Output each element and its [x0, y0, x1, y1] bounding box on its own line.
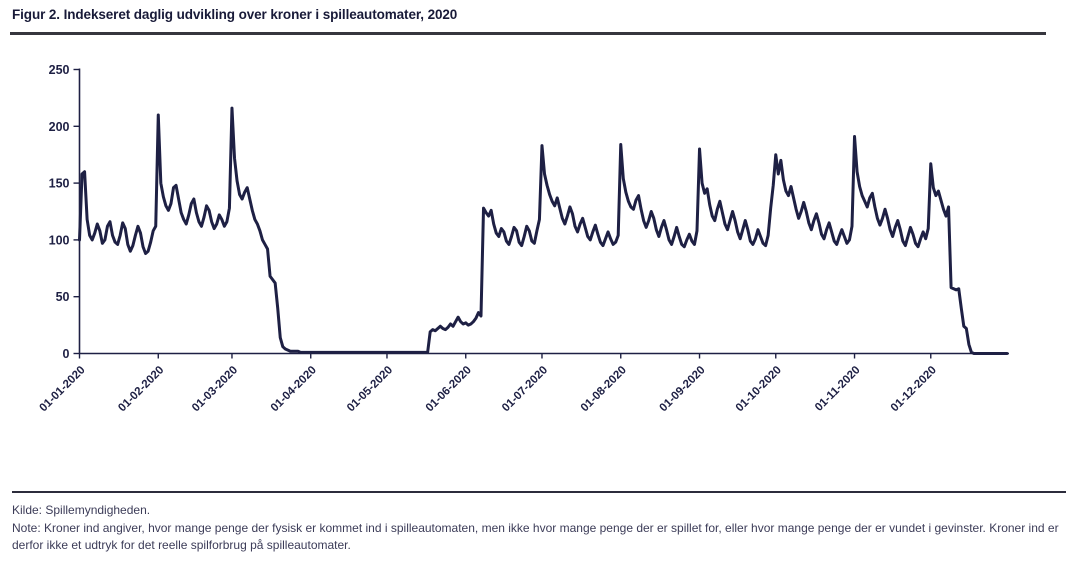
x-tick-label: 01-03-2020 — [190, 364, 240, 414]
x-tick-label: 01-02-2020 — [116, 364, 166, 414]
x-tick-label: 01-01-2020 — [38, 364, 88, 414]
x-tick-label: 01-09-2020 — [658, 364, 708, 414]
x-tick-label: 01-05-2020 — [345, 364, 395, 414]
footer-divider — [12, 491, 1066, 493]
y-tick-label: 100 — [49, 233, 70, 247]
x-tick-label: 01-07-2020 — [500, 364, 550, 414]
y-tick-label: 200 — [49, 120, 70, 134]
x-tick-label: 01-04-2020 — [269, 364, 319, 414]
x-tick-label: 01-11-2020 — [813, 364, 863, 414]
data-line — [78, 106, 1009, 355]
source-text: Kilde: Spillemyndigheden. — [12, 503, 151, 517]
figure-title: Figur 2. Indekseret daglig udvikling ove… — [12, 7, 458, 22]
chart-canvas: 0 50 100 150 200 250 01-01-2020 01-02-2020 01-03… — [38, 63, 1009, 414]
x-tick-label: 01-06-2020 — [424, 364, 474, 414]
x-tick-label: 01-10-2020 — [734, 364, 784, 414]
y-tick-label: 150 — [49, 177, 70, 191]
y-tick-label: 0 — [63, 347, 70, 361]
note-text: Note: Kroner ind angiver, hvor mange pen… — [12, 521, 1059, 552]
y-tick-label: 250 — [49, 63, 70, 77]
y-tick-label: 50 — [56, 290, 70, 304]
x-tick-label: 01-12-2020 — [889, 364, 939, 414]
x-tick-label: 01-08-2020 — [579, 364, 629, 414]
line-chart: 0 50 100 150 200 250 01-01-2020 01-02-2020 01-03… — [38, 63, 1009, 414]
title-divider — [10, 32, 1046, 35]
